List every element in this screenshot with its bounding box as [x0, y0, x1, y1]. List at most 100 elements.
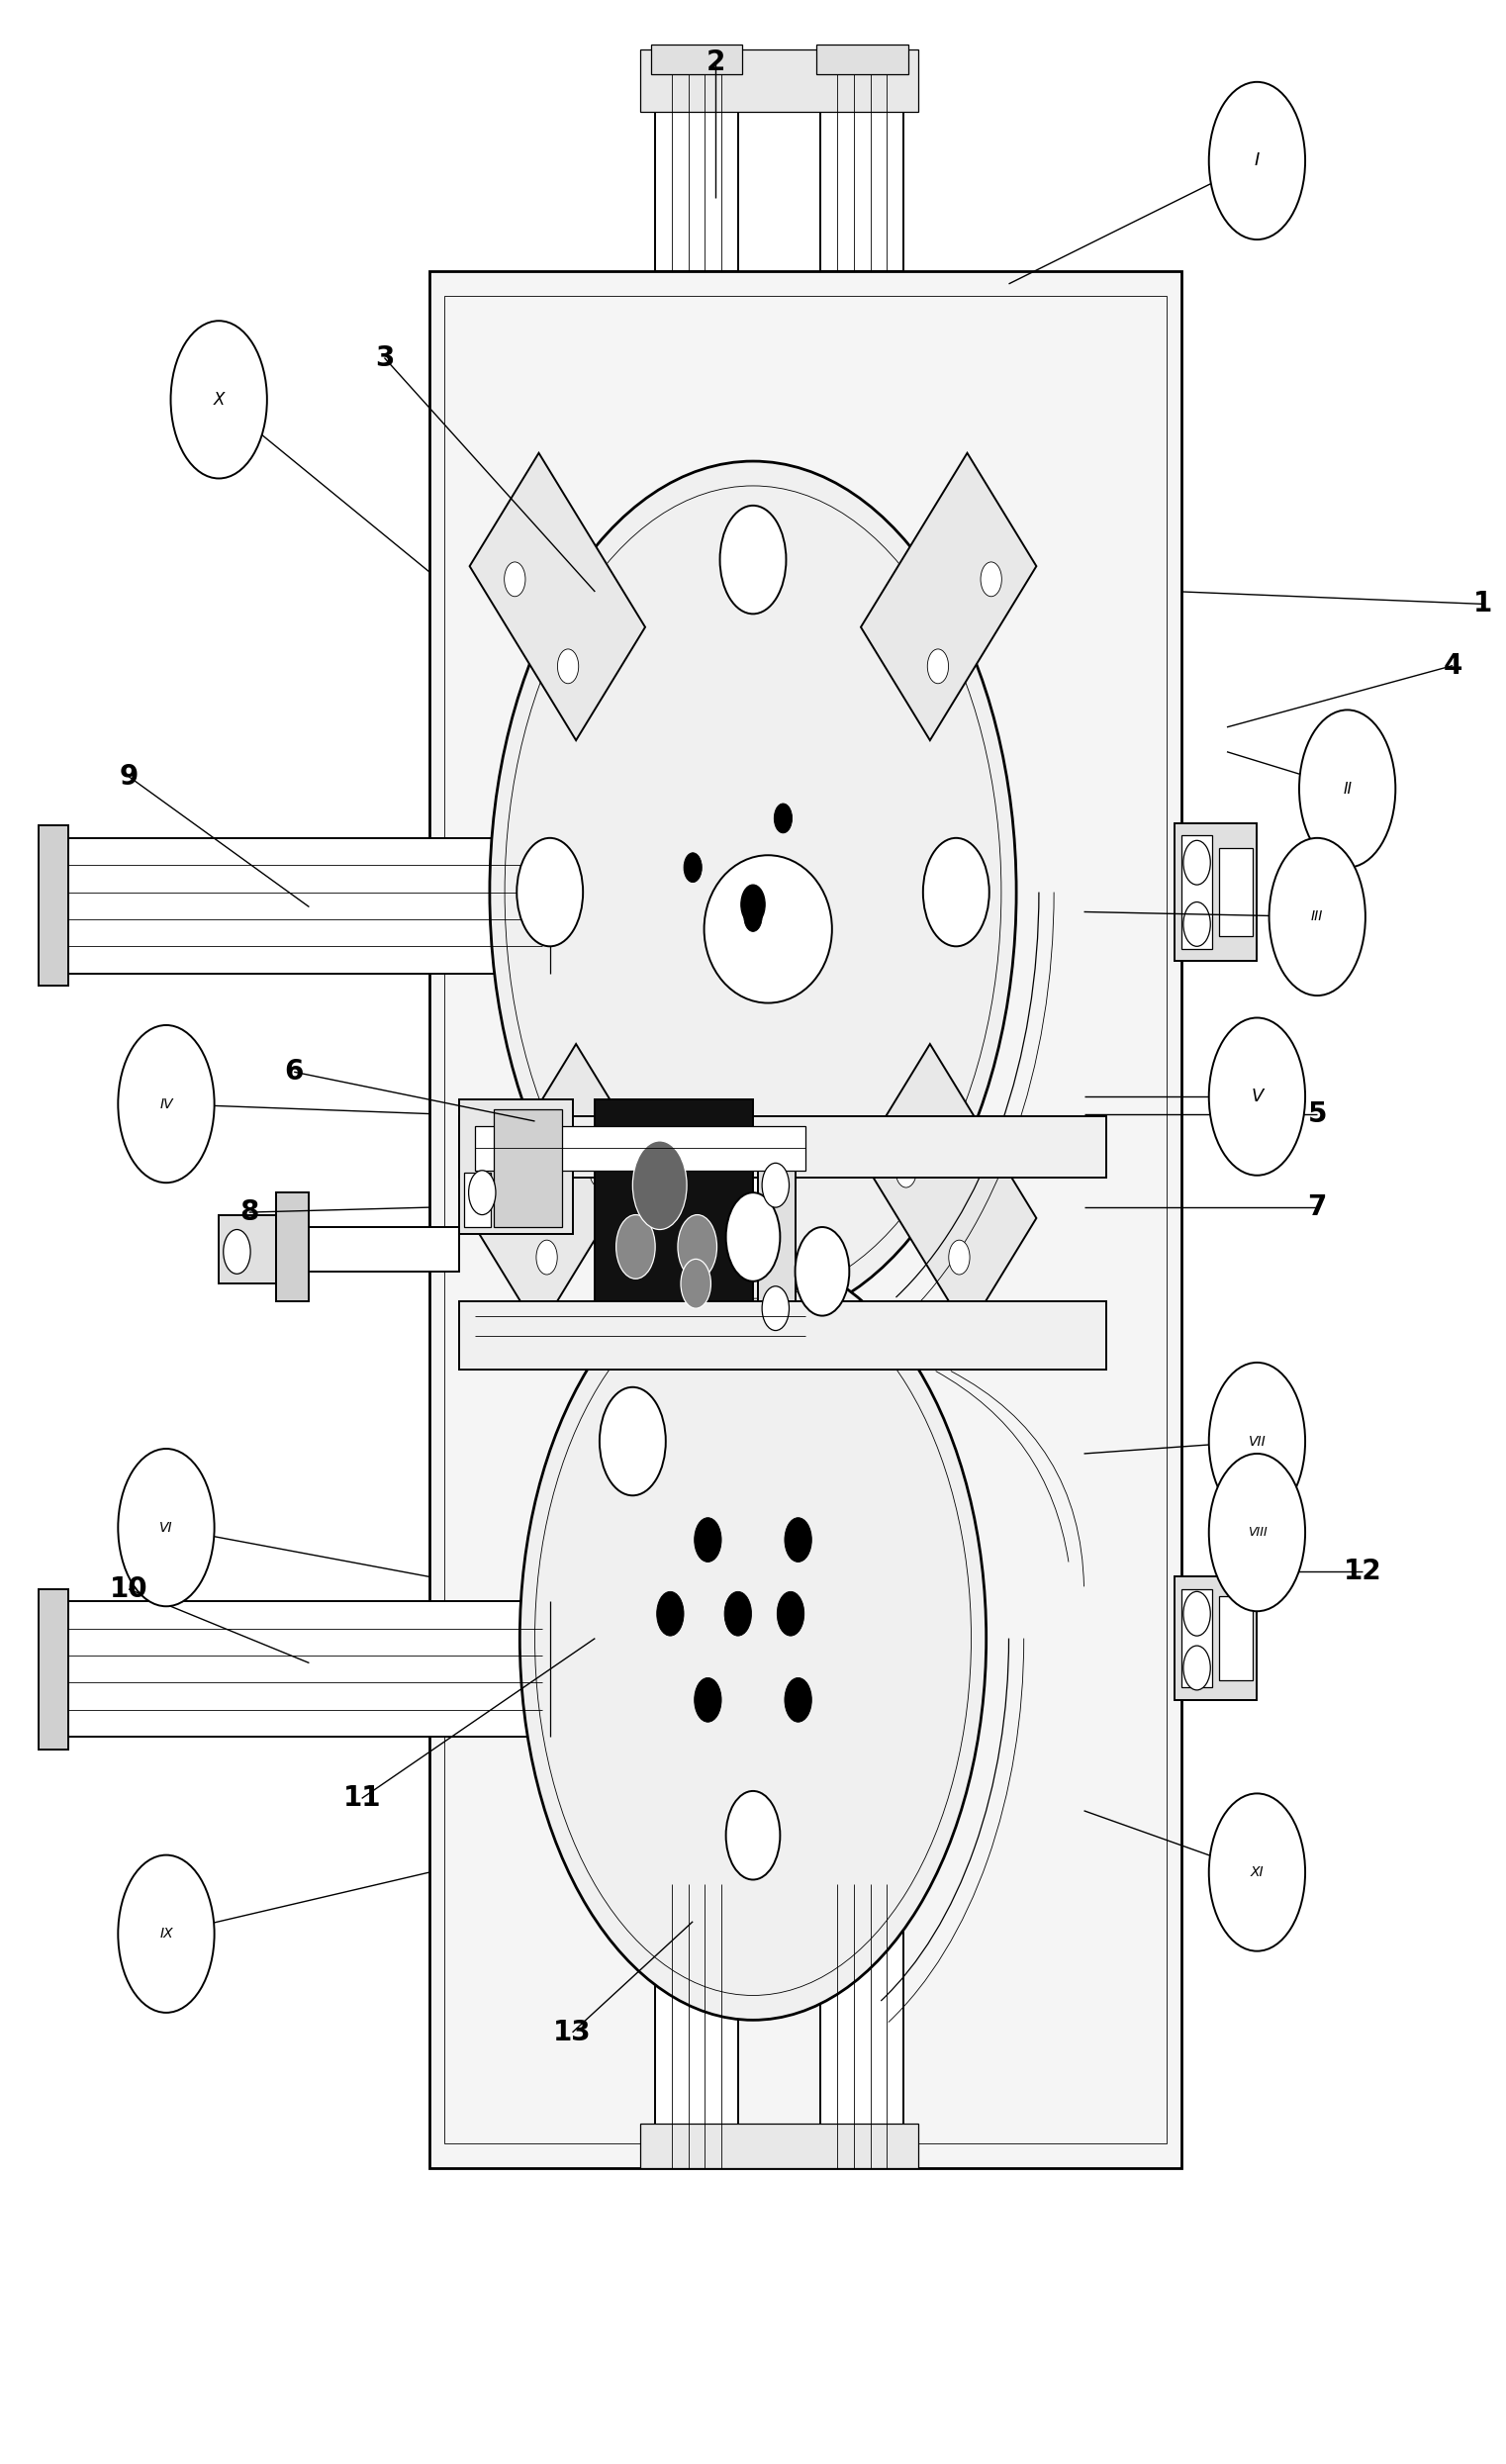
Circle shape — [724, 1592, 751, 1636]
Circle shape — [517, 838, 583, 946]
Bar — [640, 2124, 919, 2168]
Bar — [38, 1602, 550, 1737]
Circle shape — [896, 1153, 917, 1188]
Circle shape — [777, 1592, 804, 1636]
Bar — [640, 49, 919, 111]
Polygon shape — [470, 453, 645, 739]
Circle shape — [720, 1170, 786, 1279]
Circle shape — [1209, 1454, 1306, 1611]
Text: III: III — [1312, 909, 1324, 924]
Text: VII: VII — [1248, 1434, 1267, 1449]
Text: VI: VI — [160, 1520, 173, 1535]
Bar — [1182, 835, 1212, 949]
Circle shape — [536, 1239, 557, 1274]
Circle shape — [489, 461, 1017, 1323]
Bar — [655, 1885, 738, 2168]
Text: X: X — [214, 392, 224, 409]
Circle shape — [785, 1678, 812, 1722]
Bar — [429, 271, 1182, 2168]
Text: 12: 12 — [1343, 1557, 1381, 1587]
Text: I: I — [1254, 153, 1259, 170]
Bar — [1220, 1597, 1253, 1680]
Bar — [1175, 823, 1258, 961]
Polygon shape — [470, 1045, 645, 1331]
Circle shape — [1209, 1794, 1306, 1951]
Bar — [494, 1109, 562, 1227]
Circle shape — [117, 1025, 214, 1183]
Bar — [38, 825, 68, 986]
Circle shape — [928, 648, 949, 683]
Text: IV: IV — [160, 1096, 173, 1111]
Circle shape — [1209, 1363, 1306, 1520]
Text: 11: 11 — [343, 1784, 381, 1811]
Text: 2: 2 — [706, 49, 724, 76]
Text: 7: 7 — [1307, 1193, 1327, 1222]
Circle shape — [1300, 710, 1396, 867]
Circle shape — [1209, 1018, 1306, 1175]
Bar — [464, 1173, 491, 1227]
Ellipse shape — [705, 855, 831, 1003]
Circle shape — [744, 902, 762, 931]
Circle shape — [589, 1153, 610, 1188]
Bar — [1175, 1577, 1258, 1700]
Circle shape — [117, 1449, 214, 1607]
Circle shape — [762, 1286, 789, 1331]
Circle shape — [762, 1163, 789, 1207]
Text: 8: 8 — [239, 1198, 259, 1227]
Circle shape — [741, 885, 765, 924]
Bar — [651, 44, 742, 74]
Bar — [218, 1215, 276, 1284]
Bar — [655, 49, 738, 271]
Circle shape — [657, 1592, 684, 1636]
Circle shape — [616, 1215, 655, 1279]
Text: 9: 9 — [119, 761, 139, 791]
Bar — [444, 296, 1167, 2144]
Polygon shape — [861, 1045, 1036, 1331]
Bar — [256, 1227, 459, 1271]
Bar — [38, 1589, 68, 1749]
Bar — [474, 1126, 806, 1170]
Text: 13: 13 — [553, 2018, 592, 2045]
Polygon shape — [861, 453, 1036, 739]
Text: VIII: VIII — [1247, 1525, 1267, 1540]
Circle shape — [1184, 1592, 1211, 1636]
Circle shape — [505, 562, 526, 596]
Circle shape — [694, 1518, 721, 1562]
Circle shape — [785, 1518, 812, 1562]
Bar — [595, 1099, 753, 1308]
Text: 10: 10 — [110, 1574, 148, 1604]
Circle shape — [633, 1141, 687, 1230]
Bar — [1220, 848, 1253, 936]
Circle shape — [720, 505, 786, 614]
Text: V: V — [1251, 1087, 1264, 1106]
Text: 3: 3 — [375, 345, 395, 372]
Text: 5: 5 — [1307, 1099, 1327, 1129]
Circle shape — [1209, 81, 1306, 239]
Circle shape — [923, 838, 989, 946]
Circle shape — [726, 1193, 780, 1281]
Circle shape — [468, 1170, 495, 1215]
Bar — [38, 838, 550, 973]
Circle shape — [520, 1257, 986, 2020]
Bar — [459, 1301, 1107, 1370]
Text: 6: 6 — [285, 1057, 304, 1087]
Text: XI: XI — [1250, 1865, 1264, 1880]
Circle shape — [795, 1227, 849, 1316]
Text: IX: IX — [160, 1927, 173, 1942]
Text: II: II — [1343, 781, 1352, 796]
Circle shape — [1184, 1646, 1211, 1690]
Bar — [459, 1099, 572, 1234]
Circle shape — [774, 803, 792, 833]
Circle shape — [726, 1791, 780, 1880]
Circle shape — [1184, 902, 1211, 946]
Text: 1: 1 — [1473, 591, 1492, 618]
Circle shape — [170, 320, 267, 478]
Circle shape — [681, 1259, 711, 1308]
Circle shape — [684, 853, 702, 882]
Bar — [821, 49, 904, 271]
Circle shape — [599, 1387, 666, 1496]
Circle shape — [557, 648, 578, 683]
Circle shape — [678, 1215, 717, 1279]
Circle shape — [223, 1230, 250, 1274]
Bar — [276, 1193, 309, 1301]
